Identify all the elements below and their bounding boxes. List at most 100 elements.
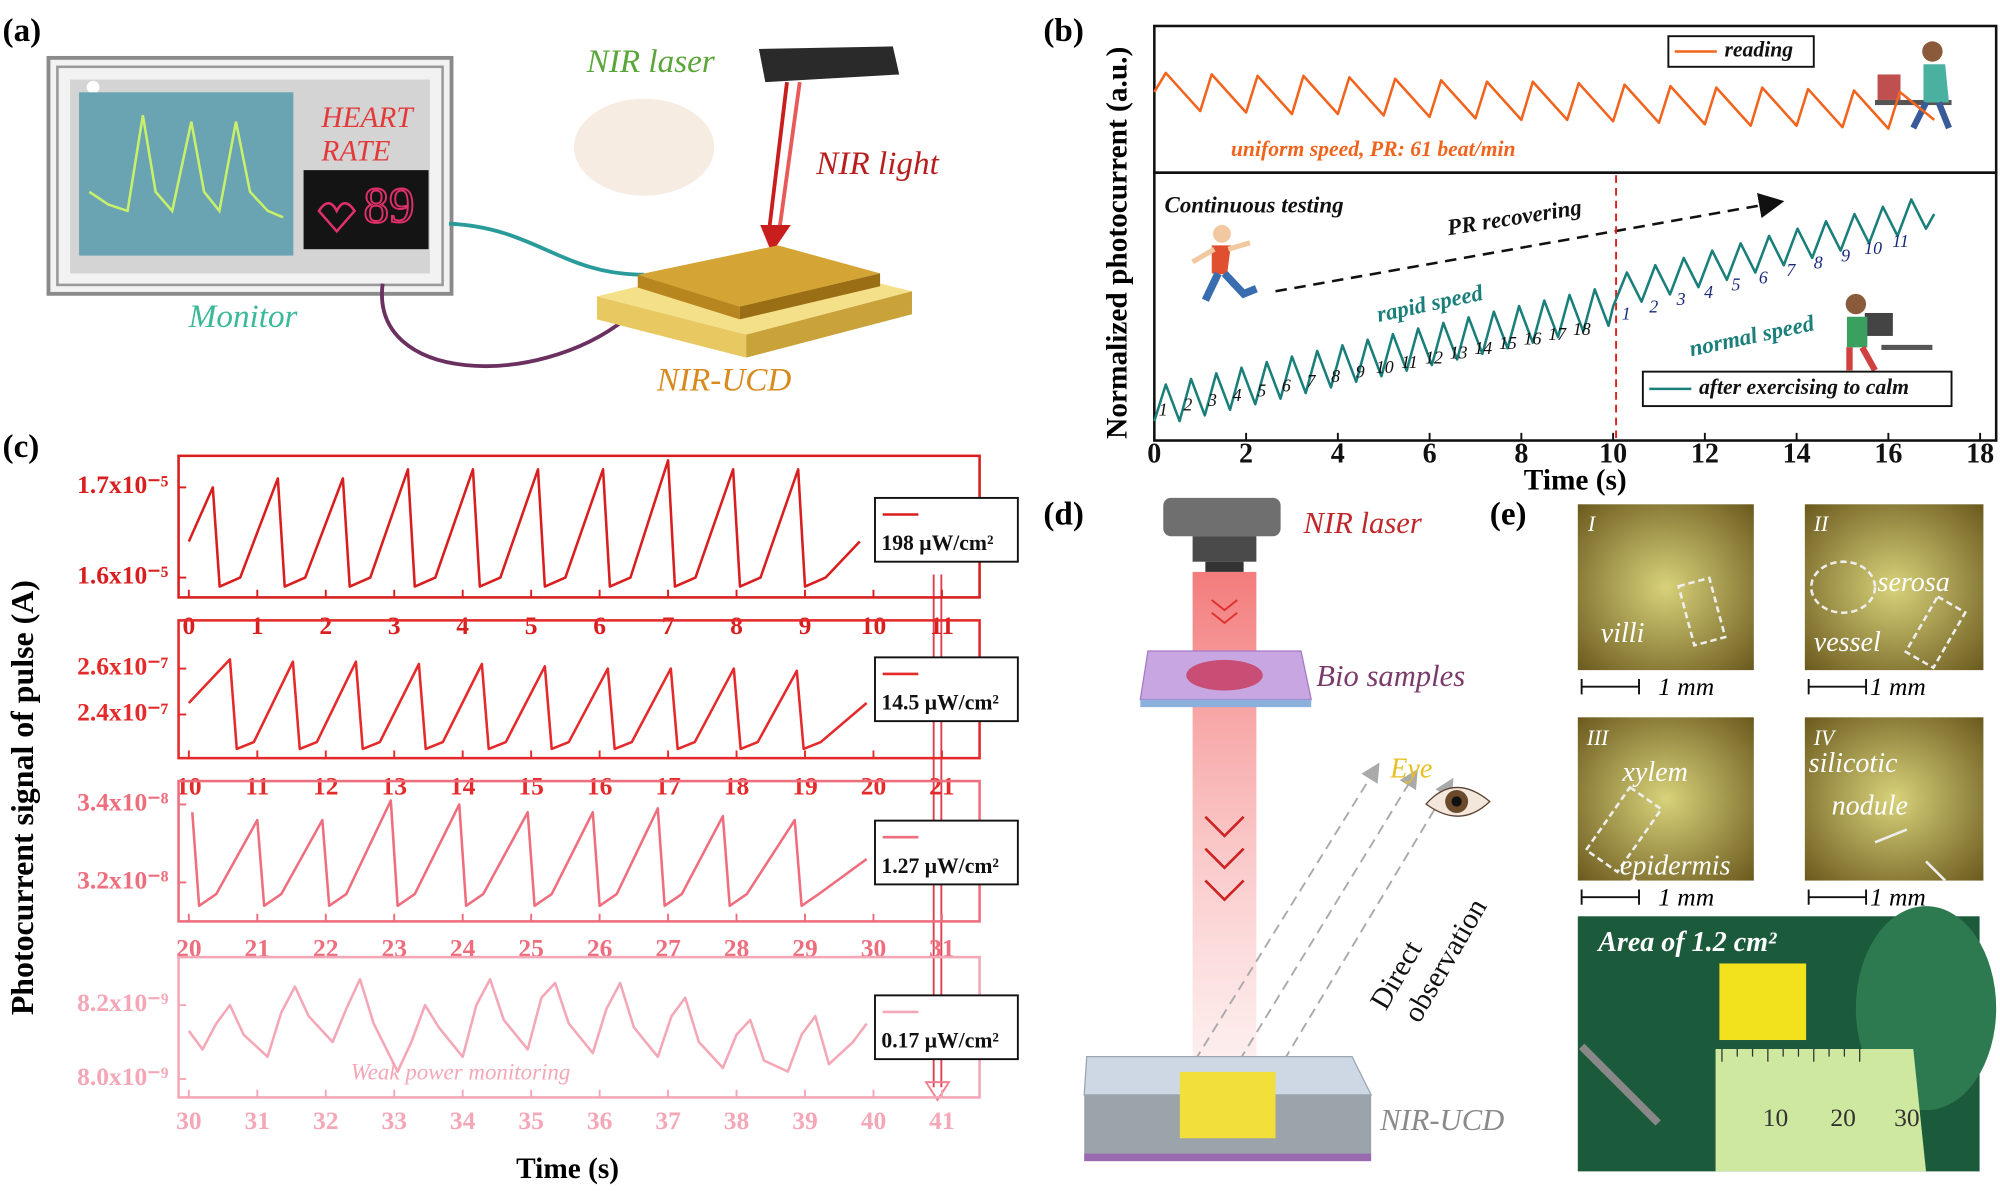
device-plate (739, 273, 881, 320)
x-tick-label: 11 (245, 772, 269, 801)
device-base (596, 296, 747, 358)
desk-icon-part (1845, 293, 1867, 315)
scale-bars-part (1580, 679, 1640, 695)
runner-icon-part (1211, 245, 1231, 275)
legend-box (1641, 370, 1953, 408)
plot-frame (1153, 171, 1998, 442)
heart-rate-label: RATE (320, 135, 390, 167)
x-tick-label: 0 (1147, 438, 1161, 469)
beam-arrow (760, 224, 791, 254)
x-tick-label: 20 (861, 772, 887, 801)
bio-sample-base (1140, 699, 1312, 708)
scale-label: 1 mm (1658, 672, 1714, 701)
beat-number: 10 (1376, 357, 1394, 377)
image-note: silicotic (1809, 748, 1898, 779)
x-tick-label: 2 (1239, 438, 1253, 469)
legend-label: 198 μW/cm² (881, 531, 993, 555)
finger (573, 98, 715, 196)
x-tick-label: 30 (176, 1106, 202, 1135)
x-tick-label: 16 (587, 772, 613, 801)
laser-head (1163, 497, 1281, 537)
scale-label: 1 mm (1870, 883, 1926, 912)
y-tick-label: 1.6x10⁻⁵ (77, 560, 169, 589)
heart-rate-value: 89 (364, 179, 415, 235)
data-line (190, 799, 868, 908)
x-tick-label: 32 (313, 1106, 339, 1135)
desk-icon-part (1922, 41, 1943, 62)
x-tick-label: 4 (1331, 438, 1345, 469)
x-tick-label: 16 (1874, 438, 1902, 469)
data-line (187, 658, 868, 751)
beat-number: 9 (1841, 245, 1850, 265)
device-label: NIR-UCD (1379, 1103, 1504, 1137)
panel-label: (e) (1490, 496, 1527, 533)
desk-icon-part (1877, 74, 1901, 100)
beat-number: 1 (1622, 304, 1631, 324)
micrograph (1577, 504, 1754, 671)
y-tick-label: 3.4x10⁻⁸ (77, 787, 169, 816)
heart-rate-label: HEART (320, 102, 415, 134)
legend-label: 14.5 μW/cm² (881, 691, 999, 715)
annotation: PR recovering (1444, 194, 1583, 240)
legend-label: 1.27 μW/cm² (881, 854, 999, 878)
scale-bars-part (1580, 889, 1640, 905)
ruler-label: 10 (1763, 1103, 1788, 1132)
annotation: uniform speed, PR: 61 beat/min (1231, 137, 1516, 161)
monitor-label: Monitor (188, 298, 298, 335)
panel-label: (d) (1043, 496, 1084, 533)
runner-icon-part (1213, 224, 1231, 243)
y-tick-label: 1.7x10⁻⁵ (77, 470, 169, 499)
y-axis-label: Photocurrent signal of pulse (A) (5, 580, 40, 1015)
x-tick-label: 14 (1783, 438, 1811, 469)
beat-number: 15 (1499, 333, 1517, 353)
data-line (187, 977, 868, 1073)
ruler (1715, 1048, 1927, 1172)
ucd-active-area (1179, 1071, 1276, 1139)
y-axis-label: Normalized photocurrent (a.u.) (1102, 47, 1134, 439)
x-tick-label: 12 (313, 772, 339, 801)
laser-beam (777, 81, 802, 231)
beat-number: 16 (1524, 328, 1542, 348)
legend-box (874, 496, 1019, 563)
runner-icon (1191, 224, 1258, 302)
chart: 20 21 22 23 24 25 26 27 28 29 30 313.2x10⁻⁸3.4x10⁻⁸… (77, 779, 1019, 963)
eye-icon (1425, 786, 1491, 817)
photo-caption: Area of 1.2 cm² (1596, 927, 1777, 958)
panel-label: (c) (3, 428, 40, 465)
desk-icon (1845, 41, 1952, 372)
beat-number: 4 (1233, 385, 1242, 405)
panel-label: (a) (3, 12, 42, 49)
highlight-box (1676, 576, 1727, 647)
beat-number: 5 (1732, 275, 1741, 295)
data-line (1153, 71, 1936, 130)
x-tick-label: 9 (799, 611, 812, 640)
screen-video (79, 92, 294, 256)
cable (380, 283, 627, 368)
desk-icon-part (1923, 64, 1949, 103)
beat-number: 7 (1786, 260, 1796, 280)
trend-arrow (1275, 193, 1785, 293)
beat-number: 12 (1425, 347, 1443, 367)
cable (448, 221, 645, 277)
legend-label: after exercising to calm (1699, 375, 1909, 399)
image-note: epidermis (1620, 850, 1731, 881)
chart: 10 11 12 13 14 15 16 17 18 19 20 21 2.4x10⁻⁷ 2.6x10⁻⁷… (77, 619, 1019, 801)
desk-icon-part (1846, 316, 1868, 348)
highlight-box (1584, 785, 1664, 874)
ruler-label: 30 (1894, 1103, 1919, 1132)
legend-label: reading (1724, 37, 1793, 61)
chevron (1204, 815, 1245, 902)
beat-number: 1 (1159, 399, 1168, 419)
ruler-label: 20 (1830, 1103, 1855, 1132)
data-line (187, 459, 861, 588)
device-base (746, 291, 912, 358)
monitor-light (86, 80, 100, 94)
panel-d: (d) Eye Direct observation NIR laser Bio… (1043, 496, 1504, 1162)
y-tick-label: 8.0x10⁻⁹ (77, 1062, 169, 1091)
highlight-box (1904, 594, 1967, 670)
x-tick-label: 18 (724, 772, 750, 801)
beat-number: 6 (1759, 267, 1768, 287)
plot-frame (177, 454, 981, 599)
image-note: serosa (1878, 567, 1950, 598)
